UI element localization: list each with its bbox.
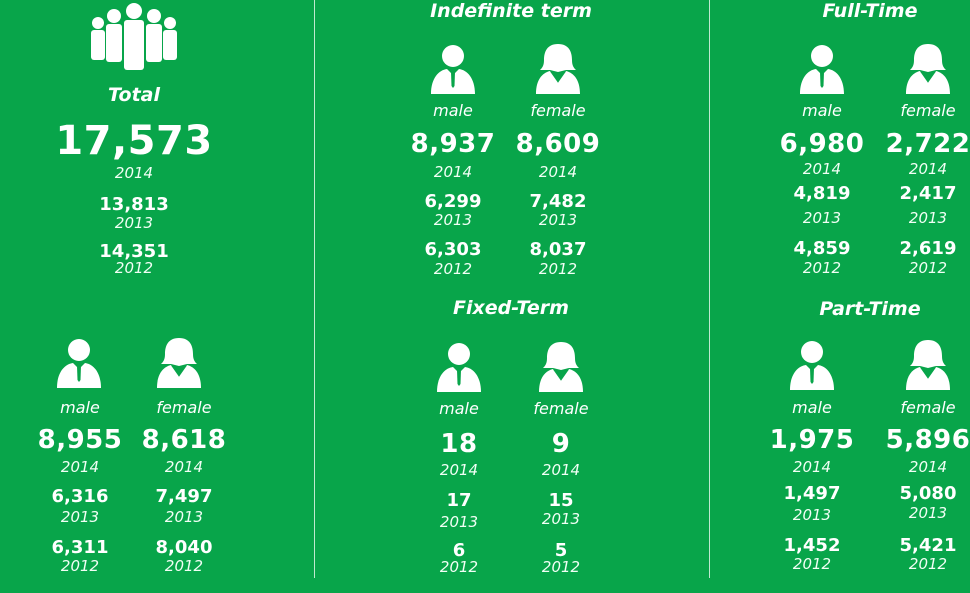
fulltime-male-2013: 4,819 bbox=[793, 183, 851, 204]
total-female-year-2014: 2014 bbox=[164, 458, 204, 476]
total-male-year-2013: 2013 bbox=[60, 508, 100, 526]
column-divider-1 bbox=[314, 0, 315, 578]
indefinite-female-2013: 7,482 bbox=[529, 191, 587, 212]
parttime-male-year-2012: 2012 bbox=[792, 555, 832, 573]
male-icon bbox=[431, 45, 475, 94]
total-year-2014: 2014 bbox=[114, 164, 154, 182]
total-title: Total bbox=[108, 84, 160, 106]
indefinite-female-year-2014: 2014 bbox=[538, 163, 578, 181]
fixed-male-year-2013: 2013 bbox=[439, 513, 479, 531]
total-male-2014: 8,955 bbox=[37, 425, 123, 455]
parttime-male-label: male bbox=[792, 398, 832, 417]
total-value-2012: 14,351 bbox=[99, 241, 169, 262]
column-divider-2 bbox=[709, 0, 710, 578]
parttime-female-label: female bbox=[900, 398, 956, 417]
total-female-year-2013: 2013 bbox=[164, 508, 204, 526]
parttime-male-2013: 1,497 bbox=[783, 483, 841, 504]
fulltime-male-label: male bbox=[802, 101, 842, 120]
total-female-2013: 7,497 bbox=[155, 486, 213, 507]
male-icon bbox=[437, 343, 481, 392]
total-value-2013: 13,813 bbox=[99, 194, 169, 215]
fulltime-female-label: female bbox=[900, 101, 956, 120]
fixed-male-2013: 17 bbox=[446, 490, 472, 511]
total-male-2012: 6,311 bbox=[51, 537, 109, 558]
parttime-female-2013: 5,080 bbox=[899, 483, 957, 504]
fulltime-male-2012: 4,859 bbox=[793, 238, 851, 259]
indefinite-female-year-2013: 2013 bbox=[538, 211, 578, 229]
fulltime-female-year-2014: 2014 bbox=[908, 160, 948, 178]
fixed-female-label: female bbox=[533, 399, 589, 418]
indefinite-male-2013: 6,299 bbox=[424, 191, 482, 212]
indefinite-male-2014: 8,937 bbox=[410, 129, 496, 159]
total-female-label: female bbox=[156, 398, 212, 417]
fixed-female-year-2012: 2012 bbox=[541, 558, 581, 576]
fulltime-female-2013: 2,417 bbox=[899, 183, 957, 204]
indefinite-male-label: male bbox=[433, 101, 473, 120]
fulltime-title: Full-Time bbox=[822, 0, 918, 22]
parttime-female-year-2012: 2012 bbox=[908, 555, 948, 573]
fixed-male-2014: 18 bbox=[440, 429, 478, 459]
total-female-2014: 8,618 bbox=[141, 425, 227, 455]
fulltime-male-2014: 6,980 bbox=[779, 129, 865, 159]
total-male-2013: 6,316 bbox=[51, 486, 109, 507]
indefinite-female-label: female bbox=[530, 101, 586, 120]
total-male-label: male bbox=[60, 398, 100, 417]
parttime-title: Part-Time bbox=[819, 298, 921, 320]
total-year-2012: 2012 bbox=[114, 259, 154, 277]
fixed-female-year-2013: 2013 bbox=[541, 510, 581, 528]
fulltime-female-2014: 2,722 bbox=[885, 129, 970, 159]
parttime-female-year-2014: 2014 bbox=[908, 458, 948, 476]
fixed-male-year-2012: 2012 bbox=[439, 558, 479, 576]
total-female-2012: 8,040 bbox=[155, 537, 213, 558]
fulltime-male-year-2012: 2012 bbox=[802, 259, 842, 277]
male-icon bbox=[57, 339, 101, 388]
group-icon bbox=[91, 3, 177, 70]
indefinite-male-2012: 6,303 bbox=[424, 239, 482, 260]
fixed-male-year-2014: 2014 bbox=[439, 461, 479, 479]
total-female-year-2012: 2012 bbox=[164, 557, 204, 575]
parttime-female-2012: 5,421 bbox=[899, 535, 957, 556]
fixed-female-year-2014: 2014 bbox=[541, 461, 581, 479]
indefinite-female-2012: 8,037 bbox=[529, 239, 587, 260]
fixed-title: Fixed-Term bbox=[453, 297, 569, 319]
parttime-male-year-2014: 2014 bbox=[792, 458, 832, 476]
indefinite-male-year-2012: 2012 bbox=[433, 260, 473, 278]
fixed-female-2014: 9 bbox=[551, 429, 571, 459]
total-male-year-2012: 2012 bbox=[60, 557, 100, 575]
parttime-female-2014: 5,896 bbox=[885, 425, 970, 455]
total-value-2014: 17,573 bbox=[55, 118, 213, 164]
indefinite-title: Indefinite term bbox=[430, 0, 592, 22]
parttime-male-2012: 1,452 bbox=[783, 535, 841, 556]
fixed-female-2013: 15 bbox=[548, 490, 574, 511]
indefinite-female-year-2012: 2012 bbox=[538, 260, 578, 278]
fulltime-male-year-2014: 2014 bbox=[802, 160, 842, 178]
female-icon bbox=[539, 342, 583, 392]
indefinite-male-year-2013: 2013 bbox=[433, 211, 473, 229]
female-icon bbox=[906, 340, 950, 390]
male-icon bbox=[790, 341, 834, 390]
fulltime-female-year-2013: 2013 bbox=[908, 209, 948, 227]
indefinite-female-2014: 8,609 bbox=[515, 129, 601, 159]
female-icon bbox=[906, 44, 950, 94]
parttime-male-year-2013: 2013 bbox=[792, 506, 832, 524]
fixed-female-2012: 5 bbox=[554, 540, 568, 561]
female-icon bbox=[536, 44, 580, 94]
indefinite-male-year-2014: 2014 bbox=[433, 163, 473, 181]
fulltime-male-year-2013: 2013 bbox=[802, 209, 842, 227]
total-year-2013: 2013 bbox=[114, 214, 154, 232]
male-icon bbox=[800, 45, 844, 94]
parttime-male-2014: 1,975 bbox=[769, 425, 855, 455]
total-male-year-2014: 2014 bbox=[60, 458, 100, 476]
parttime-female-year-2013: 2013 bbox=[908, 504, 948, 522]
fulltime-female-2012: 2,619 bbox=[899, 238, 957, 259]
fulltime-female-year-2012: 2012 bbox=[908, 259, 948, 277]
fixed-male-2012: 6 bbox=[452, 540, 466, 561]
female-icon bbox=[157, 338, 201, 388]
fixed-male-label: male bbox=[439, 399, 479, 418]
